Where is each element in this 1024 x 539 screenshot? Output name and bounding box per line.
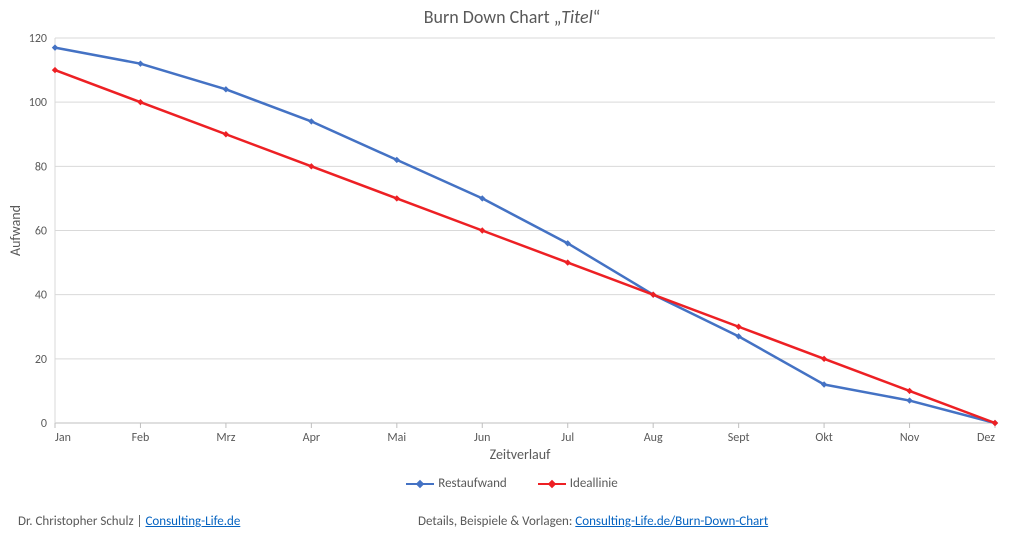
svg-text:Mai: Mai xyxy=(387,431,406,445)
legend-swatch-restaufwand xyxy=(406,479,434,489)
legend-label-restaufwand: Restaufwand xyxy=(438,476,507,491)
footer-details-label: Details, Beispiele & Vorlagen: xyxy=(418,514,575,529)
legend-item-ideallinie: Ideallinie xyxy=(538,476,618,491)
y-axis-label-wrap: Aufwand xyxy=(6,0,26,460)
svg-text:60: 60 xyxy=(35,225,47,239)
legend-label-ideallinie: Ideallinie xyxy=(570,476,618,491)
chart-container: Burn Down Chart „Titel“ Aufwand 0 20 40 60 8… xyxy=(0,0,1024,539)
svg-text:Feb: Feb xyxy=(132,431,150,445)
legend-item-restaufwand: Restaufwand xyxy=(406,476,507,491)
svg-text:20: 20 xyxy=(35,353,47,367)
footer-link-1[interactable]: Consulting-Life.de xyxy=(145,514,240,529)
svg-text:120: 120 xyxy=(29,32,47,46)
x-axis-label: Zeitverlauf xyxy=(50,446,990,463)
svg-text:Nov: Nov xyxy=(900,431,920,445)
svg-text:Okt: Okt xyxy=(815,431,832,445)
title-prefix: Burn Down Chart „ xyxy=(424,6,562,28)
chart-title: Burn Down Chart „Titel“ xyxy=(0,6,1024,28)
title-italic: Titel xyxy=(561,6,592,28)
footer: Dr. Christopher Schulz | Consulting-Life… xyxy=(18,514,1006,529)
svg-text:Aug: Aug xyxy=(644,431,663,445)
svg-text:40: 40 xyxy=(35,289,47,303)
svg-text:100: 100 xyxy=(29,96,47,110)
svg-text:80: 80 xyxy=(35,160,47,174)
title-suffix: “ xyxy=(593,6,601,28)
svg-text:Jul: Jul xyxy=(561,431,574,445)
footer-right: Details, Beispiele & Vorlagen: Consultin… xyxy=(418,514,768,529)
svg-text:0: 0 xyxy=(41,417,47,431)
y-axis-label: Aufwand xyxy=(8,204,25,255)
svg-text:Sept: Sept xyxy=(728,431,750,445)
legend: Restaufwand Ideallinie xyxy=(0,476,1024,493)
footer-link-2[interactable]: Consulting-Life.de/Burn-Down-Chart xyxy=(575,514,768,529)
footer-sep: | xyxy=(134,514,146,529)
legend-swatch-ideallinie xyxy=(538,479,566,489)
svg-text:Mrz: Mrz xyxy=(216,431,235,445)
burndown-chart: 0 20 40 60 80 100 120 Jan Feb Mrz Apr Mai Jun Jul Aug S… xyxy=(0,0,1024,470)
svg-text:Dez: Dez xyxy=(977,431,995,445)
svg-text:Apr: Apr xyxy=(303,431,320,445)
svg-text:Jan: Jan xyxy=(55,431,71,445)
footer-author: Dr. Christopher Schulz xyxy=(18,514,134,529)
svg-text:Jun: Jun xyxy=(474,431,490,445)
